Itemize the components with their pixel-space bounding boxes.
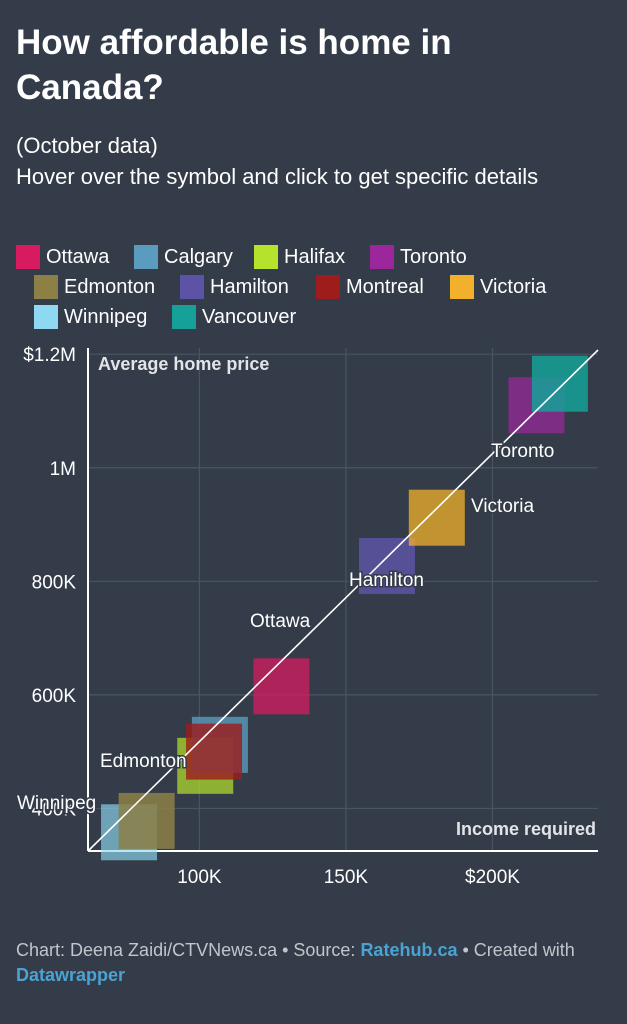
legend-label-victoria: Victoria: [480, 276, 547, 298]
y-tick-label: 1M: [50, 459, 76, 480]
point-vancouver: [531, 355, 588, 412]
legend-label-hamilton: Hamilton: [210, 276, 289, 298]
y-tick-label: $1.2M: [23, 345, 76, 366]
x-tick-label: 150K: [324, 867, 369, 888]
legend-swatch-victoria: [450, 275, 474, 299]
legend-item-toronto[interactable]: Toronto: [370, 242, 467, 272]
legend-item-halifax[interactable]: Halifax: [254, 242, 345, 272]
chart-description: (October data) Hover over the symbol and…: [16, 130, 606, 192]
point-victoria: [408, 489, 465, 546]
point-label-hamilton: Hamilton: [349, 570, 424, 591]
legend-label-winnipeg: Winnipeg: [64, 306, 148, 328]
reference-line: [87, 349, 599, 852]
point-label-toronto: Toronto: [491, 441, 554, 462]
point-label-edmonton: Edmonton: [100, 751, 187, 772]
legend-item-edmonton[interactable]: Edmonton: [34, 272, 155, 302]
x-tick-label: 100K: [177, 867, 222, 888]
footer-created: • Created with: [457, 940, 575, 960]
legend-label-ottawa: Ottawa: [46, 246, 110, 268]
legend-item-victoria[interactable]: Victoria: [450, 272, 546, 302]
y-tick-label: 800K: [32, 572, 77, 593]
legend-swatch-edmonton: [34, 275, 58, 299]
description-line-1: (October data): [16, 133, 158, 158]
footer-credit: Chart: Deena Zaidi/CTVNews.ca • Source:: [16, 940, 361, 960]
y-axis-title: Average home price: [98, 354, 269, 374]
legend: Ottawa Calgary Halifax Toronto Edmonton …: [16, 242, 616, 332]
point-label-winnipeg: Winnipeg: [17, 793, 96, 814]
legend-swatch-toronto: [370, 245, 394, 269]
legend-swatch-winnipeg: [34, 305, 58, 329]
point-edmonton: [118, 792, 175, 849]
legend-label-calgary: Calgary: [164, 246, 233, 268]
legend-item-montreal[interactable]: Montreal: [316, 272, 424, 302]
description-line-2: Hover over the symbol and click to get s…: [16, 164, 539, 189]
legend-swatch-montreal: [316, 275, 340, 299]
legend-label-vancouver: Vancouver: [202, 306, 297, 328]
legend-item-ottawa[interactable]: Ottawa: [16, 242, 109, 272]
point-ottawa: [253, 658, 310, 715]
legend-item-vancouver[interactable]: Vancouver: [172, 302, 296, 332]
chart-footer: Chart: Deena Zaidi/CTVNews.ca • Source: …: [16, 938, 606, 988]
legend-item-hamilton[interactable]: Hamilton: [180, 272, 289, 302]
legend-label-halifax: Halifax: [284, 246, 346, 268]
legend-row-3: Winnipeg Vancouver: [16, 302, 616, 332]
datawrapper-link[interactable]: Datawrapper: [16, 965, 126, 985]
y-tick-label: 600K: [32, 686, 77, 707]
legend-row-1: Ottawa Calgary Halifax Toronto: [16, 242, 616, 272]
source-link[interactable]: Ratehub.ca: [360, 940, 458, 960]
legend-swatch-calgary: [134, 245, 158, 269]
legend-label-toronto: Toronto: [400, 246, 467, 268]
point-hamilton: [358, 537, 415, 594]
point-label-ottawa: Ottawa: [250, 611, 311, 632]
x-tick-label: $200K: [465, 867, 520, 888]
x-axis-title: Income required: [456, 819, 596, 839]
legend-swatch-hamilton: [180, 275, 204, 299]
legend-label-montreal: Montreal: [346, 276, 424, 298]
y-tick-label: 400K: [32, 799, 77, 820]
legend-swatch-ottawa: [16, 245, 40, 269]
legend-label-edmonton: Edmonton: [64, 276, 156, 298]
legend-swatch-vancouver: [172, 305, 196, 329]
scatter-chart: 100K 150K $200K 400K 600K 800K 1M $1.2M Average …: [16, 345, 599, 888]
chart-title: How affordable is home in Canada?: [16, 23, 452, 107]
point-label-victoria: Victoria: [471, 496, 534, 517]
point-montreal: [186, 723, 243, 780]
legend-item-calgary[interactable]: Calgary: [134, 242, 233, 272]
legend-row-2: Edmonton Hamilton Montreal Victoria: [16, 272, 616, 302]
legend-item-winnipeg[interactable]: Winnipeg: [34, 302, 147, 332]
legend-swatch-halifax: [254, 245, 278, 269]
